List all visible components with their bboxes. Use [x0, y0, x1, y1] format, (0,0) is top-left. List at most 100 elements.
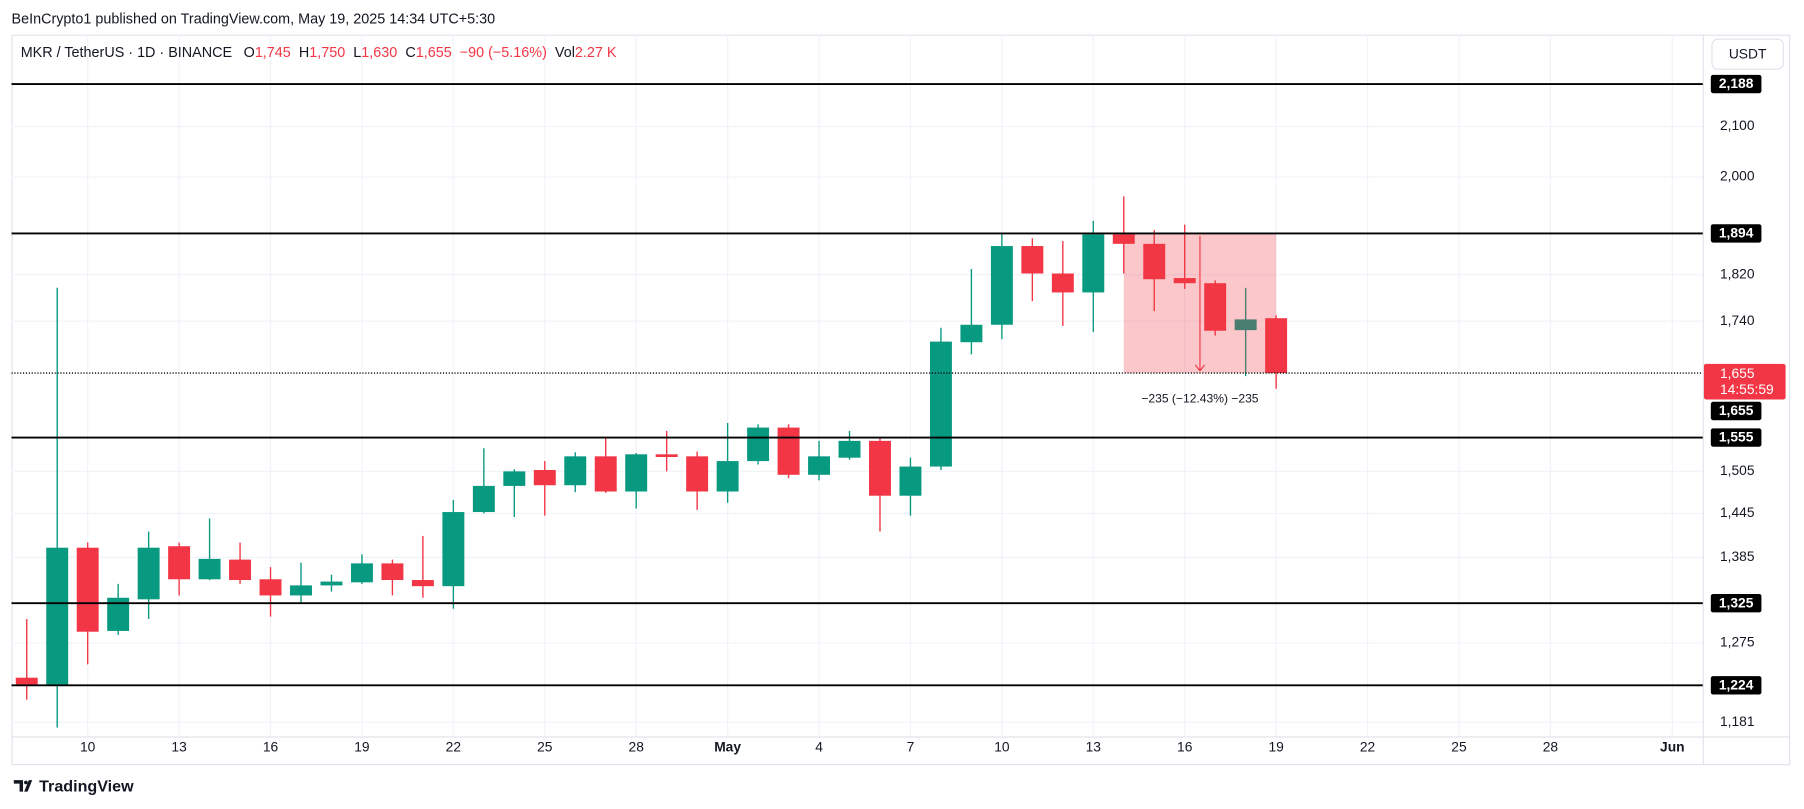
x-tick-label: 25: [1451, 740, 1467, 755]
overlay: −235 (−12.43%) −235 2,188 1,894 1,555 1,325 1…: [11, 74, 1786, 695]
candle-body: [168, 546, 191, 580]
x-tick-label: 7: [907, 740, 915, 755]
y-tick-label: 1,505: [1720, 463, 1755, 478]
brand: TradingView: [13, 777, 134, 795]
ohlc-key: O: [244, 45, 255, 61]
x-tick-label: 28: [629, 740, 645, 755]
y-tick-label: 1,275: [1720, 635, 1755, 650]
candle-body: [899, 466, 922, 496]
candle-body: [655, 454, 678, 458]
candle-body: [46, 547, 69, 685]
currency-button[interactable]: USDT: [1711, 38, 1784, 70]
candle-body: [229, 559, 252, 581]
price-level-label-box: [1710, 401, 1762, 421]
candle-body: [503, 471, 526, 486]
candle-body: [625, 454, 648, 492]
x-tick-label: 10: [80, 740, 96, 755]
symbol: MKR / TetherUS · 1D · BINANCE: [21, 45, 232, 61]
x-tick-label: 16: [263, 740, 279, 755]
candle-body: [1265, 318, 1288, 374]
price-level-label: 1,655: [1719, 403, 1754, 418]
candle-body: [411, 580, 434, 587]
x-tick-label: 22: [446, 740, 461, 755]
plot: [15, 196, 1288, 728]
x-tick-label: Jun: [1660, 740, 1685, 755]
ohlc-key: H: [299, 45, 309, 61]
candle-body: [107, 597, 130, 631]
brand-name: TradingView: [39, 777, 134, 795]
legend: MKR / TetherUS · 1D · BINANCE O 1,745 H 1,75…: [21, 45, 617, 61]
candle-body: [1082, 234, 1105, 293]
published-note: BeInCrypto1 published on TradingView.com…: [12, 11, 496, 27]
x-tick-label: 28: [1543, 740, 1559, 755]
measurement-label: −235 (−12.43%) −235: [1141, 392, 1258, 406]
measurement-arrowhead: [1194, 364, 1205, 372]
candle-body: [1204, 283, 1227, 331]
y-tick-label: 1,820: [1720, 266, 1755, 281]
x-tick-label: 25: [537, 740, 553, 755]
level-label-box: [1710, 224, 1762, 243]
candle-body: [1173, 278, 1196, 284]
volume-value: 2.27 K: [575, 45, 617, 61]
x-tick-label: 10: [994, 740, 1010, 755]
candle-body: [1234, 319, 1257, 331]
pane-border: [11, 34, 1791, 766]
ohlc-value: 1,655: [416, 45, 452, 61]
x-tick-label: 13: [1086, 740, 1102, 755]
level-label: 1,224: [1719, 678, 1754, 693]
volume-key: Vol: [555, 45, 575, 61]
brand-logo-dot: [24, 780, 28, 785]
candle-body: [594, 456, 617, 492]
countdown: 14:55:59: [1720, 382, 1774, 397]
x-tick-label: 19: [354, 740, 370, 755]
x-tick-label: 22: [1360, 740, 1375, 755]
candle-body: [259, 579, 282, 596]
y-tick-label: 1,385: [1720, 549, 1755, 564]
level-label-box: [1710, 594, 1762, 613]
x-tick-label: 4: [815, 740, 823, 755]
level-label: 1,555: [1719, 430, 1754, 445]
candle-body: [290, 585, 312, 596]
candle-body: [442, 512, 465, 587]
candle-body: [929, 341, 952, 467]
candle-body: [472, 485, 495, 513]
candle-body: [564, 456, 587, 486]
candle-body: [198, 558, 221, 580]
level-label-box: [1710, 74, 1762, 94]
level-label-box: [1710, 676, 1762, 695]
candle-body: [1112, 234, 1135, 244]
candle-body: [808, 456, 831, 475]
candle-body: [777, 427, 800, 475]
candle-body: [1051, 273, 1074, 293]
ohlc-value: 1,745: [255, 45, 291, 61]
candle-body: [1143, 243, 1166, 280]
currency-button-box[interactable]: [1711, 38, 1784, 70]
candle-body: [716, 461, 739, 492]
candle-body: [350, 563, 373, 583]
x-tick-label: 19: [1268, 740, 1284, 755]
ohlc-value: 1,750: [309, 45, 345, 61]
x-tick-label: 13: [171, 740, 187, 755]
candle-body: [838, 440, 861, 458]
grid: 2,100 2,000 1,820 1,740 1,505 1,445 1,385 1,275…: [11, 34, 1755, 755]
candle-body: [869, 440, 891, 496]
ohlc-key: L: [353, 45, 361, 61]
y-tick-label: 2,100: [1720, 118, 1755, 133]
y-tick-label: 1,445: [1720, 505, 1755, 520]
candle-body: [76, 547, 99, 632]
candle-body: [15, 677, 38, 685]
y-tick-label: 1,181: [1720, 714, 1755, 729]
candle-body: [381, 563, 404, 581]
currency-button-label[interactable]: USDT: [1729, 46, 1767, 61]
y-tick-label: 2,000: [1720, 169, 1755, 184]
level-label: 1,325: [1719, 595, 1754, 610]
x-tick-label: May: [714, 740, 741, 755]
candle-body: [747, 427, 770, 462]
ohlc-value: 1,630: [361, 45, 397, 61]
change: −90 (−5.16%): [460, 45, 547, 61]
candle-body: [990, 246, 1013, 325]
